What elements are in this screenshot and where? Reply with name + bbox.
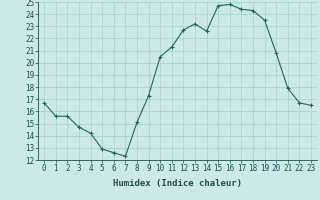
X-axis label: Humidex (Indice chaleur): Humidex (Indice chaleur) (113, 179, 242, 188)
